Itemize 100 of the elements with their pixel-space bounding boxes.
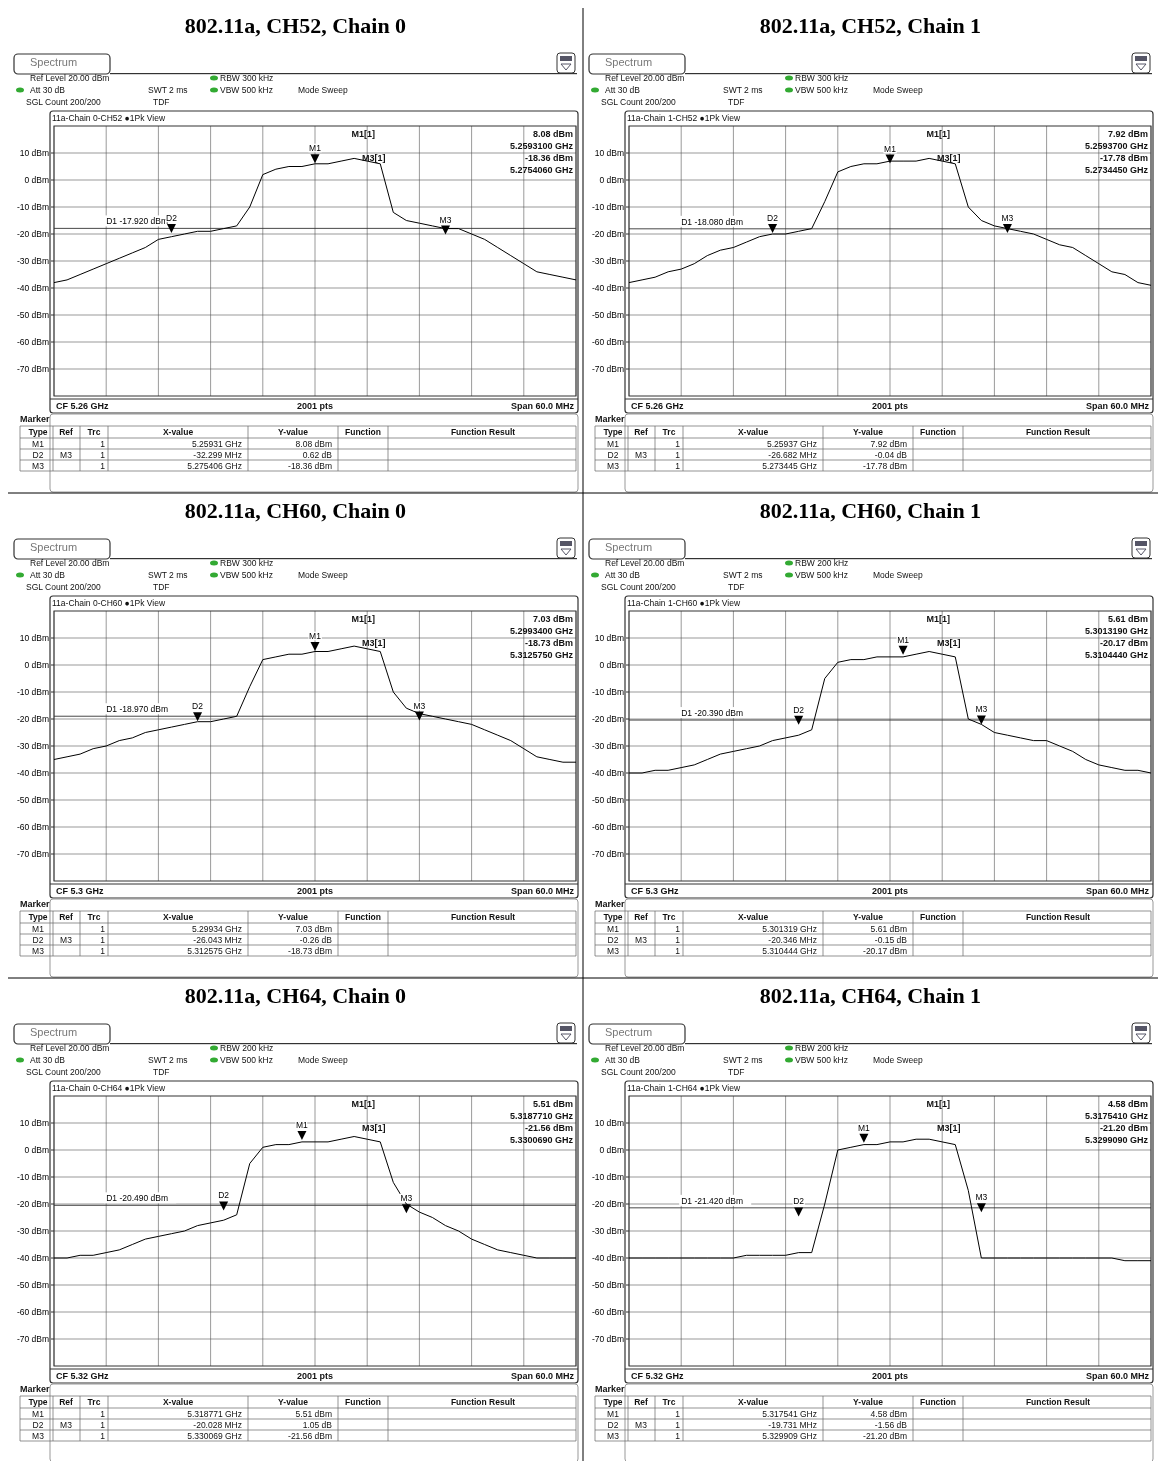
text: Trc [662,912,676,922]
text: -19.731 MHz [768,1420,817,1430]
text: SGL Count 200/200 [601,97,677,107]
text: 5.329909 GHz [762,1431,817,1441]
text: Type [603,912,623,922]
y-tick-label: -40 dBm [591,1252,624,1263]
annotation: -18.36 dBm [524,153,573,163]
data-label: D2 [793,704,805,715]
text: Marker [595,414,626,424]
text: 0.62 dB [302,450,333,460]
text: 11a-Chain 1-CH60 ●1Pk View [627,598,741,608]
data-label: D2 [767,213,779,224]
annotation: M3[1] [936,638,961,648]
text: Trc [87,1397,101,1407]
annotation: M1[1] [351,1099,376,1109]
text: Type [28,1397,48,1407]
y-tick-label: -50 dBm [591,1279,624,1290]
y-tick-label: 10 dBm [594,147,624,158]
text: X-value [737,1397,769,1407]
text: 5.317541 GHz [762,1409,817,1419]
y-tick-label: 0 dBm [599,174,624,185]
text: Mode Sweep [873,85,923,95]
text: Y-value [853,1397,884,1407]
data-label: M3 [400,1193,413,1204]
text: SWT 2 ms [148,1055,188,1065]
text: -20.346 MHz [768,935,817,945]
text: M3 [635,935,648,945]
annotation: M3[1] [936,153,961,163]
data-label: D2 [166,212,178,223]
text: VBW 500 kHz [795,1055,848,1065]
annotation: M1[1] [926,614,951,624]
text: SGL Count 200/200 [601,582,677,592]
ref-line-label: D1 -18.970 dBm [106,704,169,715]
y-tick-label: -10 dBm [591,201,624,212]
text: RBW 300 kHz [795,73,849,83]
text: 11a-Chain 1-CH52 ●1Pk View [627,113,741,123]
text: Spectrum [30,56,78,68]
data-label: M3 [975,1192,988,1203]
text: -0.26 dB [299,935,333,945]
y-tick-label: -20 dBm [16,228,49,239]
y-tick-label: -40 dBm [16,1252,49,1263]
text: 11a-Chain 0-CH52 ●1Pk View [52,113,166,123]
text: -26.682 MHz [768,450,817,460]
text: 1 [100,1409,106,1419]
text: Y-value [278,912,309,922]
text: CF 5.26 GHz [56,401,110,411]
text: Spectrum [605,1026,653,1038]
text: Trc [662,427,676,437]
y-tick-label: -70 dBm [16,1333,49,1344]
y-tick-label: -40 dBm [591,767,624,778]
y-tick-label: -50 dBm [591,309,624,320]
annotation: 5.2993400 GHz [509,626,574,636]
text: 1 [100,439,106,449]
text: X-value [737,912,769,922]
text: Function [920,1397,956,1407]
chart-title: 802.11a, CH60, Chain 1 [759,498,982,523]
chart-title: 802.11a, CH64, Chain 1 [759,983,982,1008]
text: Att 30 dB [30,1055,66,1065]
text: D2 [607,1420,619,1430]
text: M3 [60,935,73,945]
data-label: D2 [793,1196,805,1207]
text: Spectrum [605,56,653,68]
text: 1 [675,946,681,956]
text: 1 [100,461,106,471]
text: 5.25931 GHz [191,439,242,449]
text: Function [920,912,956,922]
text: 5.275406 GHz [187,461,242,471]
text: 1.05 dB [302,1420,333,1430]
text: 2001 pts [296,886,334,896]
text: TDF [728,97,745,107]
y-tick-label: 0 dBm [24,659,49,670]
text: Marker [595,899,626,909]
text: Marker [20,414,51,424]
text: CF 5.32 GHz [631,1371,685,1381]
text: Ref [634,427,649,437]
annotation: 8.08 dBm [532,129,573,139]
y-tick-label: -70 dBm [591,848,624,859]
text: Type [28,427,48,437]
text: Type [603,427,623,437]
y-tick-label: -30 dBm [591,255,624,266]
y-tick-label: -10 dBm [16,201,49,212]
text: M3 [635,1420,648,1430]
y-tick-label: 10 dBm [594,632,624,643]
y-tick-label: -50 dBm [16,1279,49,1290]
text: 1 [100,924,106,934]
text: 2001 pts [296,1371,334,1381]
annotation: 5.2593100 GHz [509,141,574,151]
text: Marker [20,1384,51,1394]
text: 1 [100,1431,106,1441]
annotation: -17.78 dBm [1099,153,1148,163]
text: X-value [737,427,769,437]
text: Function [345,1397,381,1407]
text: D2 [32,450,44,460]
y-tick-label: -50 dBm [16,309,49,320]
text: Span 60.0 MHz [510,401,575,411]
text: Function Result [450,912,516,922]
ref-line-label: D1 -20.490 dBm [106,1193,169,1204]
text: Function [345,912,381,922]
text: 4.58 dBm [870,1409,907,1419]
text: M1 [32,439,45,449]
